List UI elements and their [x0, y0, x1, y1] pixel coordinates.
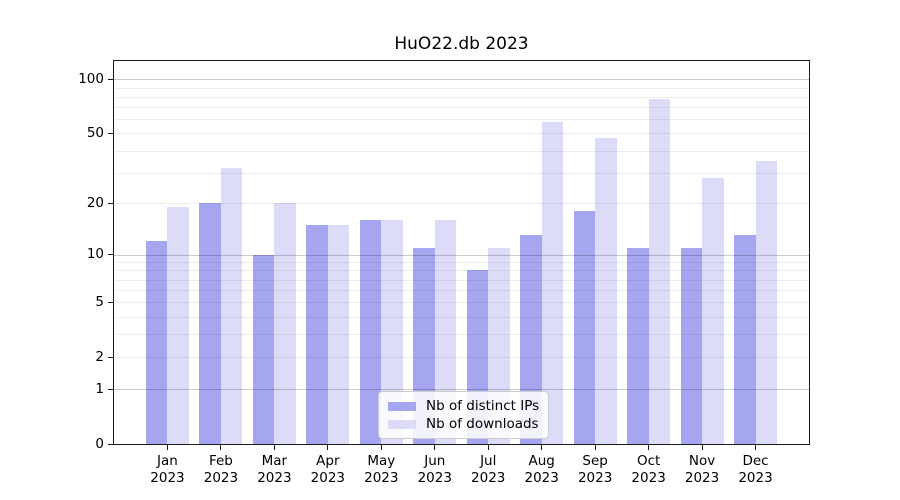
x-tick-label-feb: Feb 2023 [203, 453, 239, 486]
bar-downloads-dec [755, 160, 778, 444]
minor-gridline-60 [114, 119, 809, 121]
legend-item-downloads: Nb of downloads [388, 416, 539, 432]
bar-downloads-jan [167, 207, 189, 444]
bar-distinct-ips-mar [252, 254, 275, 444]
bar-distinct-ips-dec [734, 235, 756, 444]
y-tick-0 [108, 443, 113, 445]
minor-gridline-6 [114, 290, 809, 292]
bar-downloads-oct [648, 98, 671, 444]
minor-gridline-2 [114, 357, 809, 359]
bar-downloads-aug [541, 121, 564, 444]
minor-gridline-50 [114, 133, 809, 135]
y-tick-label-10: 10 [86, 246, 104, 263]
bar-downloads-nov [702, 177, 724, 444]
major-gridline-100 [114, 79, 809, 81]
plot-area [113, 60, 810, 445]
x-tick-label-jan: Jan 2023 [150, 453, 185, 486]
x-tick-aug [541, 445, 543, 450]
minor-gridline-4 [114, 316, 809, 318]
x-tick-dec [755, 445, 757, 450]
x-tick-apr [327, 445, 329, 450]
x-tick-mar [273, 445, 275, 450]
legend-swatch-downloads [388, 419, 416, 429]
y-tick-2 [108, 356, 113, 358]
bar-downloads-feb [220, 167, 243, 444]
x-tick-label-may: May 2023 [364, 453, 399, 486]
minor-gridline-90 [114, 87, 809, 89]
bar-downloads-apr [327, 224, 350, 444]
major-gridline-10 [114, 254, 809, 256]
minor-gridline-30 [114, 172, 809, 174]
minor-gridline-5 [114, 302, 809, 304]
y-tick-50 [108, 132, 113, 134]
bar-downloads-mar [274, 203, 296, 444]
legend-label-distinct-ips: Nb of distinct IPs [426, 398, 540, 414]
y-tick-label-5: 5 [95, 293, 104, 310]
y-tick-label-20: 20 [86, 194, 104, 211]
x-tick-label-oct: Oct 2023 [631, 453, 666, 486]
bar-distinct-ips-nov [680, 247, 703, 444]
legend: Nb of distinct IPs Nb of downloads [378, 391, 550, 439]
bar-downloads-jun [434, 220, 457, 444]
x-tick-feb [220, 445, 222, 450]
y-tick-20 [108, 202, 113, 204]
x-tick-label-mar: Mar 2023 [257, 453, 292, 486]
y-tick-label-1: 1 [95, 380, 104, 397]
x-tick-nov [701, 445, 703, 450]
x-tick-label-nov: Nov 2023 [684, 453, 720, 486]
legend-item-distinct-ips: Nb of distinct IPs [388, 398, 539, 414]
chart-title: HuO22.db 2023 [394, 34, 529, 54]
y-tick-label-50: 50 [86, 124, 104, 141]
minor-gridline-7 [114, 279, 809, 281]
x-tick-oct [648, 445, 650, 450]
x-tick-label-aug: Aug 2023 [524, 453, 559, 486]
bar-distinct-ips-jan [145, 241, 168, 444]
minor-gridline-8 [114, 270, 809, 272]
minor-gridline-3 [114, 334, 809, 336]
x-tick-label-apr: Apr 2023 [310, 453, 346, 486]
x-tick-jul [487, 445, 489, 450]
minor-gridline-40 [114, 150, 809, 152]
y-tick-label-2: 2 [95, 348, 104, 365]
x-tick-may [380, 445, 382, 450]
x-tick-jan [166, 445, 168, 450]
bar-distinct-ips-may [359, 220, 382, 444]
y-tick-100 [108, 78, 113, 80]
minor-gridline-9 [114, 262, 809, 264]
minor-gridline-80 [114, 96, 809, 98]
major-gridline-1 [114, 389, 809, 391]
x-tick-label-sep: Sep 2023 [577, 453, 613, 486]
x-tick-label-dec: Dec 2023 [738, 453, 773, 486]
bar-distinct-ips-oct [627, 247, 649, 444]
y-tick-1 [108, 388, 113, 390]
bar-downloads-sep [595, 138, 617, 444]
y-tick-label-0: 0 [95, 435, 104, 452]
bar-distinct-ips-feb [199, 203, 221, 444]
bar-distinct-ips-apr [306, 224, 328, 444]
x-tick-jun [434, 445, 436, 450]
x-tick-sep [594, 445, 596, 450]
x-tick-label-jun: Jun 2023 [417, 453, 452, 486]
bar-distinct-ips-sep [573, 211, 596, 444]
x-tick-label-jul: Jul 2023 [471, 453, 506, 486]
minor-gridline-70 [114, 107, 809, 109]
y-tick-10 [108, 254, 113, 256]
minor-gridline-20 [114, 203, 809, 205]
legend-swatch-distinct-ips [388, 401, 416, 411]
y-tick-label-100: 100 [78, 70, 104, 87]
legend-label-downloads: Nb of downloads [426, 416, 539, 432]
bar-downloads-may [381, 220, 403, 444]
y-tick-5 [108, 301, 113, 303]
